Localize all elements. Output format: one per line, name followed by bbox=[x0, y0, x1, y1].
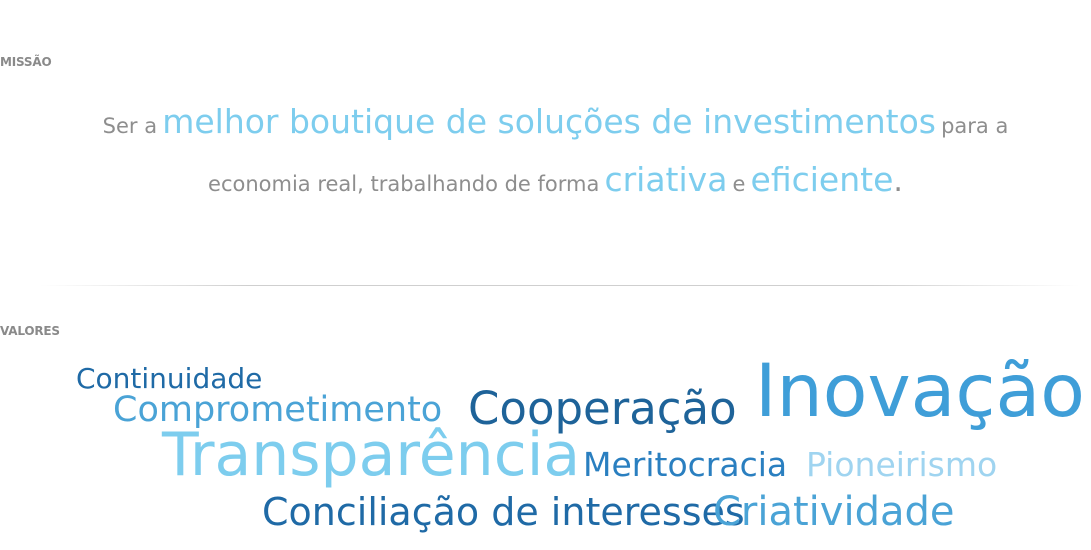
mission-statement: Ser a melhor boutique de soluções de inv… bbox=[0, 96, 1091, 212]
mission-highlight-criativa: criativa bbox=[604, 160, 728, 199]
value-word-pioneirismo: Pioneirismo bbox=[806, 445, 998, 484]
value-word-conciliacao-de-interesses: Conciliação de interesses bbox=[262, 490, 745, 534]
value-word-meritocracia: Meritocracia bbox=[583, 445, 788, 484]
value-word-comprometimento: Comprometimento bbox=[113, 390, 443, 430]
mission-period: . bbox=[893, 164, 903, 199]
section-divider bbox=[40, 285, 1080, 286]
mission-highlight: melhor boutique de soluções de investime… bbox=[162, 102, 936, 141]
mission-text-part: para a bbox=[941, 114, 1009, 138]
mission-text-part: e bbox=[732, 172, 746, 196]
value-word-inovacao: Inovação bbox=[755, 349, 1085, 434]
value-word-criatividade: Criatividade bbox=[713, 489, 955, 535]
section-label-missao: MISSÃO bbox=[0, 55, 52, 69]
mission-text-part: economia real, trabalhando de forma bbox=[208, 172, 600, 196]
value-word-continuidade: Continuidade bbox=[76, 362, 263, 395]
value-word-transparencia: Transparência bbox=[162, 420, 581, 490]
value-word-cooperacao: Cooperação bbox=[468, 382, 737, 435]
section-label-valores: VALORES bbox=[0, 324, 60, 338]
mission-text-part: Ser a bbox=[102, 114, 158, 138]
mission-highlight-eficiente: eficiente bbox=[750, 160, 894, 199]
